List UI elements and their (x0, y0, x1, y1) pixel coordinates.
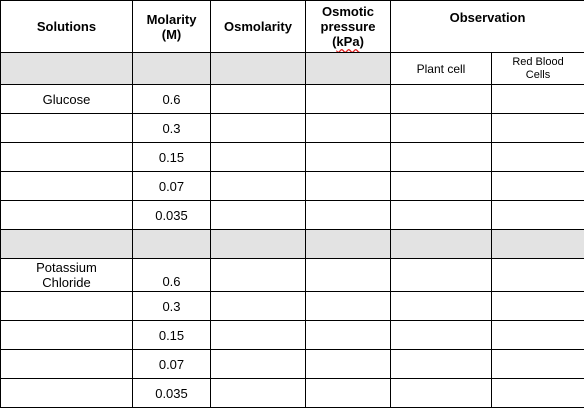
table-row: Potassium Chloride 0.6 (0, 258, 584, 292)
table-row: 0.3 (0, 113, 584, 143)
header-molarity: Molarity (M) (132, 0, 211, 53)
molarity-cell: 0.15 (132, 320, 211, 350)
molarity-cell: 0.15 (132, 142, 211, 172)
solution-potassium-chloride: Potassium Chloride (0, 258, 133, 292)
cell (132, 52, 211, 85)
molarity-cell: 0.07 (132, 171, 211, 201)
molarity-cell: 0.07 (132, 349, 211, 379)
subheader-plant-cell: Plant cell (390, 52, 492, 85)
kpa-unit: kPa (336, 34, 360, 49)
table-row: 0.3 (0, 291, 584, 321)
cell (0, 52, 133, 85)
header-osmotic-line3: (kPa) (332, 34, 364, 49)
cell (210, 52, 306, 85)
molarity-cell: 0.035 (132, 200, 211, 230)
solution-glucose: Glucose (0, 84, 133, 114)
header-osmotic-line1: Osmotic (321, 4, 374, 19)
header-observation: Observation (389, 0, 584, 53)
header-osmotic-line2: pressure (320, 19, 376, 34)
table-row: 0.035 (0, 378, 584, 408)
table-row: 0.07 (0, 349, 584, 379)
header-molarity-line2: (M) (161, 26, 182, 42)
molarity-cell: 0.6 (132, 258, 211, 292)
table-row: 0.15 (0, 320, 584, 350)
molarity-cell: 0.3 (132, 113, 211, 143)
header-osmolarity: Osmolarity (210, 0, 306, 53)
molarity-cell: 0.3 (132, 291, 211, 321)
table-row: 0.07 (0, 171, 584, 201)
subheader-red-blood-cells: Red Blood Cells (490, 52, 584, 85)
molarity-cell: 0.035 (132, 378, 211, 408)
table-row: 0.15 (0, 142, 584, 172)
header-solutions: Solutions (0, 0, 133, 53)
subheader-row: Plant cell Red Blood Cells (0, 52, 584, 85)
header-osmotic-pressure: Osmotic pressure (kPa) (305, 0, 391, 53)
molarity-cell: 0.6 (132, 84, 211, 114)
header-molarity-line1: Molarity (146, 11, 197, 27)
cell (305, 52, 391, 85)
table-row: 0.035 (0, 200, 584, 230)
separator-row (0, 229, 584, 259)
table-row: Glucose 0.6 (0, 84, 584, 114)
header-row: Solutions Molarity (M) Osmolarity Osmoti… (0, 0, 584, 53)
